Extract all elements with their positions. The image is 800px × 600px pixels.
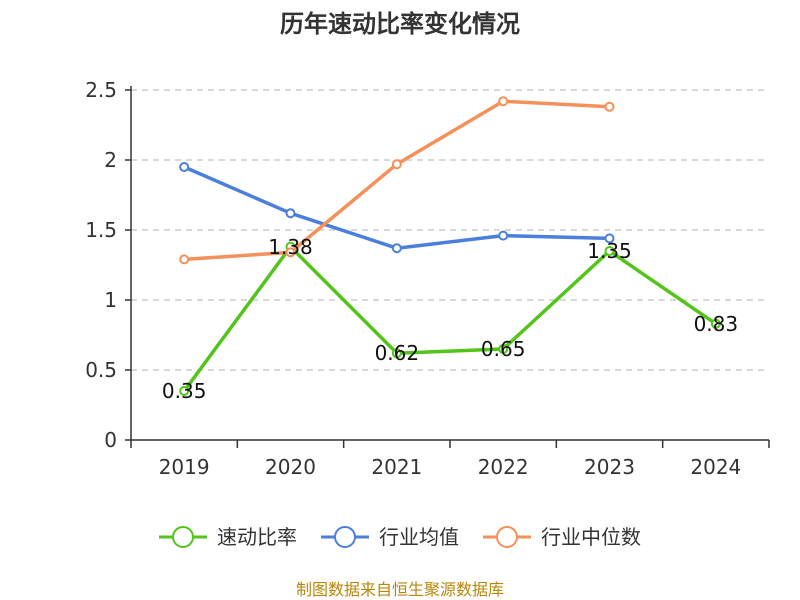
- y-tick-label: 0.5: [85, 358, 117, 382]
- series-0-point: [710, 318, 721, 329]
- y-tick-label: 2: [104, 148, 117, 172]
- axes: 0 0.5 1 1.5 2 2.5 2019 2020 2021 2022 2023 2024: [85, 78, 770, 479]
- series-line-0: [182, 245, 717, 393]
- x-tick-label: 2022: [478, 455, 529, 479]
- series-0-point: [498, 344, 509, 354]
- series-1-point: [498, 230, 509, 241]
- source-note: 制图数据来自恒生聚源数据库: [296, 580, 504, 599]
- series-0-point: [391, 348, 402, 359]
- series-2-point: [391, 159, 402, 170]
- data-labels: 0.35 1.38 0.62 0.65 1.35 0.83: [162, 235, 738, 403]
- legend-item-1: 行业均值: [321, 525, 459, 549]
- series-2-point: [498, 96, 509, 107]
- chart-title: 历年速动比率变化情况: [280, 10, 520, 38]
- y-tick-label: 2.5: [85, 78, 117, 102]
- series-1-point: [179, 162, 190, 172]
- data-label: 1.38: [268, 235, 313, 259]
- legend-swatch-marker: [496, 526, 518, 548]
- legend-label: 行业均值: [379, 525, 459, 549]
- x-tick-label: 2019: [159, 455, 210, 479]
- x-tick-label: 2024: [690, 455, 741, 479]
- legend-item-0: 速动比率: [159, 525, 297, 549]
- legend-label: 行业中位数: [541, 525, 641, 549]
- series-2-point: [285, 247, 296, 258]
- x-tick-label: 2023: [584, 455, 635, 479]
- series-layer: [179, 96, 721, 396]
- x-tick-label: 2021: [371, 455, 422, 479]
- series-2-point: [604, 101, 615, 112]
- series-line-1: [183, 165, 610, 250]
- data-label: 1.35: [587, 239, 632, 263]
- data-label: 0.65: [481, 337, 526, 361]
- series-1-point: [604, 233, 615, 244]
- series-2-point: [179, 254, 190, 265]
- data-label: 0.83: [694, 312, 739, 336]
- gridlines: [131, 89, 769, 371]
- series-0-point: [604, 246, 615, 256]
- legend-swatch-marker: [334, 526, 356, 548]
- series-1-point: [391, 243, 402, 254]
- x-tick-label: 2020: [265, 455, 316, 479]
- y-tick-label: 1: [104, 288, 117, 312]
- y-tick-label: 0: [104, 428, 117, 452]
- legend-swatch-marker: [172, 526, 194, 548]
- series-1-point: [285, 208, 296, 219]
- series-0-point: [179, 386, 190, 396]
- data-label: 0.35: [162, 379, 207, 403]
- data-label: 0.62: [375, 341, 420, 365]
- legend-item-2: 行业中位数: [483, 525, 641, 549]
- y-tick-label: 1.5: [85, 218, 117, 242]
- legend: 速动比率 行业均值 行业中位数: [159, 525, 641, 549]
- legend-label: 速动比率: [217, 525, 297, 549]
